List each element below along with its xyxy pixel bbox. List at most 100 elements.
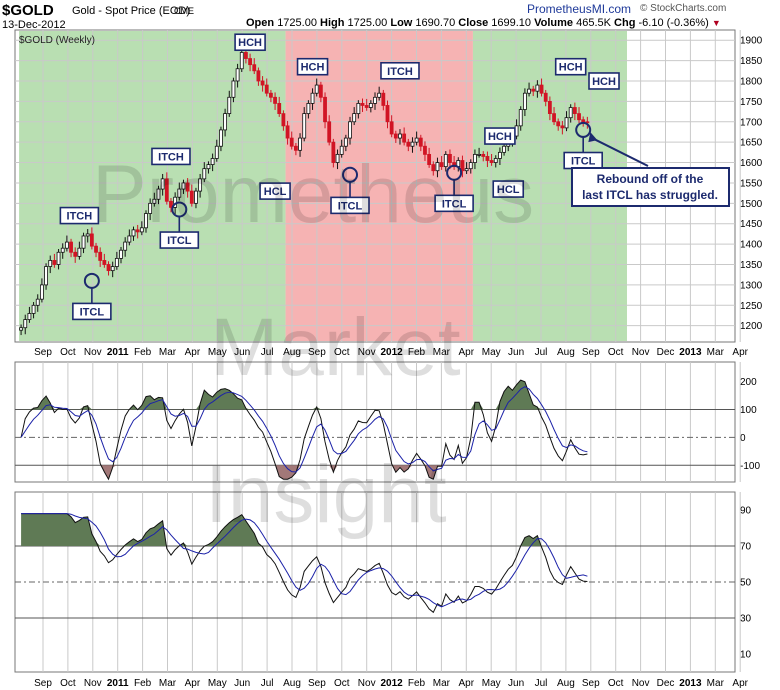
cci-y-tick: 0: [740, 433, 746, 444]
bottom-x-tick: Jul: [535, 678, 548, 689]
candle-body: [343, 137, 348, 147]
candle-body: [389, 121, 394, 135]
top-x-tick: Sep: [308, 347, 326, 358]
candle-body: [360, 103, 365, 106]
cci-y-tick: 100: [740, 405, 757, 416]
candle-body: [244, 52, 248, 59]
cycle-label-text: ITCH: [387, 66, 413, 78]
bottom-x-tick: 2011: [107, 678, 129, 689]
candle-body: [194, 190, 198, 204]
cycle-label-box: [554, 57, 587, 76]
candle-body: [52, 260, 57, 265]
candle-body: [181, 182, 186, 190]
shaded-region-0: [19, 31, 286, 341]
candle-body: [44, 266, 48, 286]
cycle-label: ITCH: [151, 147, 191, 166]
bottom-x-tick: Sep: [582, 678, 600, 689]
cycle-label-text: HCH: [559, 62, 583, 74]
bottom-x-tick: Feb: [134, 678, 152, 689]
callout-line-1: Rebound off of the: [597, 172, 704, 186]
candle-body: [189, 190, 194, 204]
candle-body: [40, 284, 44, 300]
candle-body: [223, 113, 228, 131]
candle-body: [460, 160, 465, 172]
candle-body: [285, 125, 290, 139]
candle-body: [481, 153, 486, 157]
cycle-label-text: HCL: [264, 186, 287, 198]
candle-body: [277, 103, 282, 115]
candle-body: [323, 96, 327, 123]
candle-body: [135, 229, 140, 233]
bottom-x-tick: Sep: [308, 678, 326, 689]
bottom-x-tick: Aug: [283, 678, 301, 689]
price-y-tick: 1700: [740, 117, 763, 128]
bottom-x-tick: Mar: [707, 678, 725, 689]
price-y-tick: 1750: [740, 97, 763, 108]
bottom-x-tick: May: [208, 678, 227, 689]
rsi-signal-line: [21, 513, 588, 608]
cycle-label: ITCL: [330, 196, 370, 215]
website-link[interactable]: PrometheusMI.com: [527, 2, 632, 16]
candle-body: [339, 145, 344, 155]
bottom-x-tick: Nov: [632, 678, 650, 689]
candle-body: [123, 241, 128, 251]
candle-body: [231, 80, 236, 98]
candle-body: [568, 107, 573, 119]
candle-body: [314, 84, 319, 94]
candle-body: [77, 247, 82, 257]
candle-body: [377, 92, 382, 98]
watermark-line-3: Insight: [205, 449, 447, 540]
candle-body: [202, 168, 207, 180]
price-y-tick: 1800: [740, 76, 763, 87]
low-value: 1690.70: [415, 17, 456, 29]
candle-body: [48, 260, 53, 267]
top-x-tick: Aug: [283, 347, 301, 358]
candle-body: [473, 153, 477, 163]
down-arrow-icon: ▼: [711, 18, 721, 28]
bottom-x-tick: Sep: [34, 678, 52, 689]
callout-box: [571, 167, 730, 207]
price-y-tick: 1450: [740, 219, 763, 230]
candle-body: [177, 188, 182, 198]
candle-body: [577, 113, 581, 121]
candle-body: [85, 233, 90, 237]
candle-body: [248, 58, 252, 66]
candle-body: [581, 119, 586, 123]
cycle-label: ITCH: [380, 61, 420, 80]
cycle-label-text: HCH: [301, 62, 325, 74]
top-x-tick: Apr: [185, 347, 201, 358]
cci-line: [20, 379, 588, 481]
chg-value: -6.10 (-0.36%): [638, 17, 709, 29]
price-y-tick: 1900: [740, 36, 763, 47]
candle-body: [406, 141, 411, 147]
callout-arrow-line: [591, 137, 649, 167]
candle-body: [127, 235, 132, 243]
credit: © StockCharts.com: [640, 3, 727, 14]
candle-body: [293, 145, 298, 151]
candle-body: [356, 103, 361, 115]
bottom-x-tick: Feb: [408, 678, 426, 689]
cycle-label: HCL: [259, 182, 291, 200]
candle-body: [468, 162, 473, 170]
candle-body: [352, 113, 357, 123]
top-x-tick: Sep: [582, 347, 600, 358]
cycle-label-text: ITCL: [167, 235, 192, 247]
candle-body: [269, 92, 273, 98]
candle-body: [302, 113, 307, 139]
candle-body: [539, 84, 544, 94]
candle-body: [235, 68, 240, 82]
candle-body: [498, 151, 502, 159]
candle-body: [23, 319, 28, 329]
bottom-x-tick: Nov: [84, 678, 102, 689]
price-y-tick: 1300: [740, 280, 763, 291]
top-x-tick: Nov: [632, 347, 650, 358]
watermark-line-2: Market: [210, 302, 461, 393]
cycle-label-text: ITCL: [571, 156, 596, 168]
cycle-label: ITCH: [59, 206, 100, 225]
candle-body: [531, 88, 536, 92]
cycle-label-text: HCL: [497, 184, 520, 196]
symbol: $GOLD: [2, 2, 54, 19]
candle-body: [289, 137, 294, 147]
candle-body: [69, 241, 73, 253]
cycle-label-text: ITCL: [338, 200, 363, 212]
